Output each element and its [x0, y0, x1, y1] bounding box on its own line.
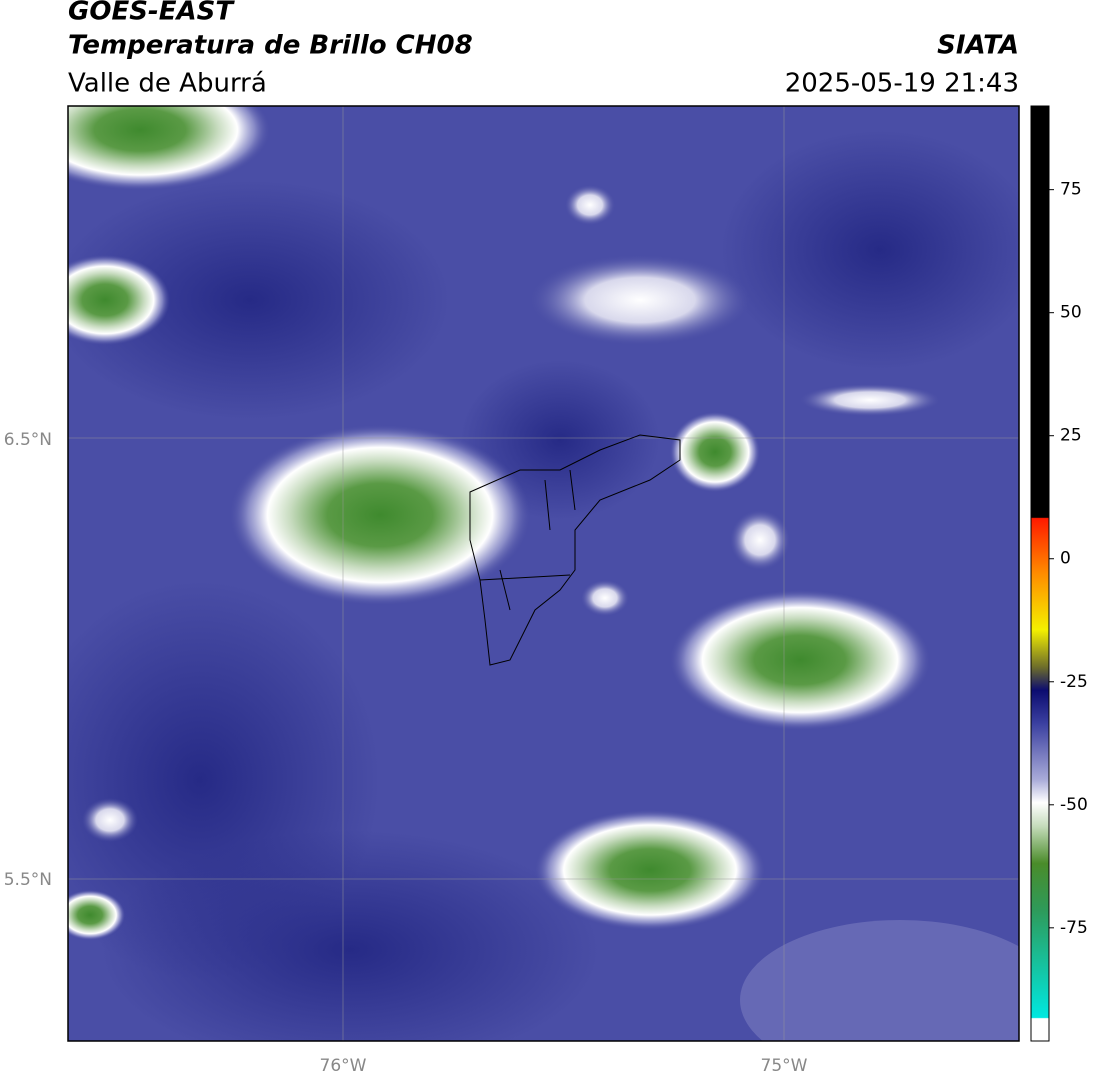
- colorbar-tick-label: 25: [1060, 426, 1082, 446]
- source: SIATA: [937, 31, 1019, 61]
- lat-label: 5.5°N: [4, 870, 52, 890]
- title: GOES-EAST: [68, 0, 235, 27]
- colorbar-tick-label: -75: [1060, 918, 1088, 938]
- map-image: [68, 106, 1019, 1041]
- datetime: 2025-05-19 21:43: [785, 69, 1019, 99]
- region: Valle de Aburrá: [68, 69, 267, 99]
- subtitle: Temperatura de Brillo CH08: [68, 31, 473, 61]
- colorbar-tick-label: -25: [1060, 672, 1088, 692]
- lon-label: 76°W: [320, 1056, 367, 1076]
- lat-label: 6.5°N: [4, 430, 52, 450]
- lon-label: 75°W: [761, 1056, 808, 1076]
- colorbar-tick-label: 0: [1060, 549, 1071, 569]
- colorbar-tick-label: -50: [1060, 795, 1088, 815]
- map-frame: [67, 105, 1020, 1042]
- colorbar: [1030, 105, 1050, 1042]
- colorbar-tick-label: 75: [1060, 180, 1082, 200]
- colorbar-tick-label: 50: [1060, 303, 1082, 323]
